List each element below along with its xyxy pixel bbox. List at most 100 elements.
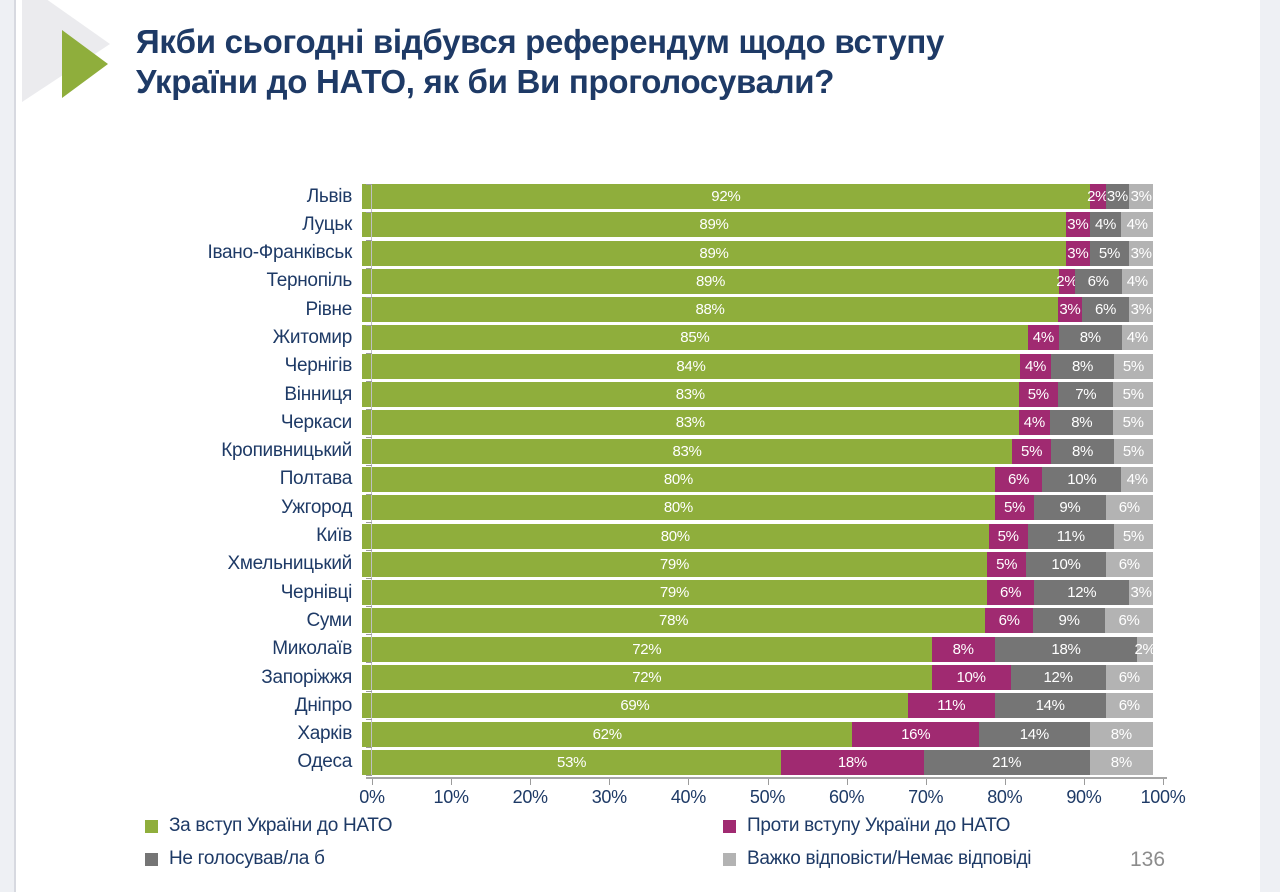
bar-value-label: 11% — [1056, 527, 1085, 545]
bar-value-label: 88% — [695, 301, 725, 319]
bar-value-label: 5% — [1122, 357, 1144, 375]
bar-segment: 6% — [1105, 551, 1153, 577]
bar-segment: 53% — [362, 749, 782, 775]
bar-segment: 5% — [988, 523, 1028, 549]
bar-segment: 18% — [781, 749, 924, 775]
bar-value-label: 4% — [1024, 357, 1047, 375]
value-tickmark — [609, 779, 611, 785]
bar-segment: 2% — [1135, 636, 1156, 662]
bar-track: 88% 3% 6% 3% — [362, 297, 1153, 323]
bar-segment: 4% — [1089, 212, 1122, 238]
bar-segment: 3% — [1065, 212, 1090, 238]
bar-value-label: 5% — [1122, 386, 1144, 404]
legend-label: Проти вступу України до НАТО — [747, 815, 1011, 836]
value-tick-label: 30% — [591, 787, 627, 807]
bar-segment: 83% — [362, 382, 1019, 408]
bar-track: 80% 5% 9% 6% — [362, 495, 1153, 521]
chart-row: Чернівці 79% 6% 12% 3% — [40, 580, 1163, 606]
bar-segment: 80% — [362, 466, 995, 492]
bar-segment: 14% — [994, 693, 1106, 719]
bar-value-label: 4% — [1094, 216, 1117, 234]
category-tick — [366, 268, 372, 269]
bar-segment: 6% — [1105, 495, 1153, 521]
bar-track: 53% 18% 21% 8% — [362, 749, 1153, 775]
bar-value-label: 14% — [1035, 697, 1065, 715]
bar-segment: 3% — [1065, 240, 1090, 266]
bar-segment: 9% — [1033, 608, 1106, 634]
bar-value-label: 4% — [1126, 272, 1148, 290]
bar-value-label: 18% — [837, 753, 867, 771]
chart-row: Київ 80% 5% 11% 5% — [40, 523, 1163, 549]
bar-value-label: 89% — [699, 244, 729, 262]
bar-track: 69% 11% 14% 6% — [362, 693, 1153, 719]
bar-segment: 3% — [1129, 297, 1153, 323]
bar-segment: 85% — [362, 325, 1028, 351]
bar-value-label: 80% — [663, 499, 693, 517]
bar-value-label: 89% — [695, 272, 726, 290]
value-tick-label: 80% — [987, 787, 1023, 807]
value-tick-label: 40% — [670, 787, 706, 807]
bar-segment: 10% — [931, 665, 1011, 691]
bar-value-label: 8% — [1110, 753, 1132, 771]
bar-value-label: 72% — [632, 669, 662, 687]
bar-value-label: 5% — [1027, 386, 1049, 404]
bar-segment: 21% — [923, 749, 1090, 775]
bar-track: 79% 6% 12% 3% — [362, 580, 1153, 606]
value-tick-label: 20% — [512, 787, 548, 807]
bar-segment: 3% — [1129, 184, 1153, 209]
category-tick — [366, 719, 372, 720]
bar-value-label: 21% — [992, 753, 1022, 771]
bar-value-label: 5% — [1122, 527, 1144, 545]
category-tick — [366, 606, 372, 607]
chart-row: Черкаси 83% 4% 8% 5% — [40, 410, 1163, 436]
bar-segment: 3% — [1129, 240, 1153, 266]
bar-value-label: 6% — [1007, 470, 1030, 488]
chart-row: Одеса 53% 18% 21% 8% — [40, 749, 1163, 775]
bar-value-label: 9% — [1058, 612, 1080, 630]
bar-value-label: 5% — [1122, 442, 1144, 460]
bar-segment: 3% — [1105, 184, 1130, 209]
bar-segment: 83% — [362, 410, 1019, 436]
category-tick — [366, 691, 372, 692]
category-label: Ужгород — [281, 496, 352, 518]
bar-value-label: 5% — [1021, 442, 1043, 460]
category-label: Кропивницький — [221, 440, 352, 462]
bar-segment: 8% — [1050, 410, 1114, 436]
chart-row: Тернопіль 89% 2% 6% 4% — [40, 268, 1163, 294]
bar-track: 83% 5% 8% 5% — [362, 438, 1153, 464]
bar-segment: 89% — [362, 268, 1060, 294]
bar-value-label: 79% — [659, 584, 689, 602]
bar-segment: 78% — [362, 608, 986, 634]
bar-track: 89% 2% 6% 4% — [362, 268, 1153, 294]
bar-value-label: 4% — [1023, 414, 1045, 432]
category-tick — [366, 212, 372, 213]
bar-segment: 8% — [1051, 438, 1114, 464]
bar-segment: 5% — [1018, 382, 1059, 408]
category-tick — [366, 578, 372, 579]
chart-row: Ужгород 80% 5% 9% 6% — [40, 495, 1163, 521]
bar-value-label: 5% — [997, 527, 1019, 545]
bar-segment: 9% — [1034, 495, 1106, 521]
value-tickmark — [846, 779, 848, 785]
bar-segment: 4% — [1121, 325, 1153, 351]
bar-value-label: 8% — [1071, 442, 1094, 460]
legend-swatch — [145, 819, 158, 833]
bar-track: 78% 6% 9% 6% — [362, 608, 1153, 634]
chart-rows: Львів 92% 2% 3% 3% Луцьк 89% 3% 4% 4% Івано-Франкі… — [40, 184, 1163, 775]
bar-track: 79% 5% 10% 6% — [362, 551, 1153, 577]
bar-value-label: 5% — [996, 555, 1018, 573]
bar-value-label: 14% — [1019, 725, 1049, 743]
chart-row: Кропивницький 83% 5% 8% 5% — [40, 438, 1163, 464]
bar-segment: 18% — [994, 636, 1138, 662]
bar-segment: 5% — [994, 495, 1035, 521]
bar-value-label: 69% — [620, 697, 650, 715]
bar-value-label: 62% — [592, 725, 622, 743]
bar-value-label: 92% — [711, 188, 741, 205]
category-tick — [366, 662, 372, 663]
bar-value-label: 8% — [1110, 725, 1132, 743]
chart-row: Запоріжжя 72% 10% 12% 6% — [40, 665, 1163, 691]
category-tick — [366, 634, 372, 635]
bar-track: 80% 6% 10% 4% — [362, 466, 1153, 492]
bar-value-label: 10% — [956, 669, 986, 687]
